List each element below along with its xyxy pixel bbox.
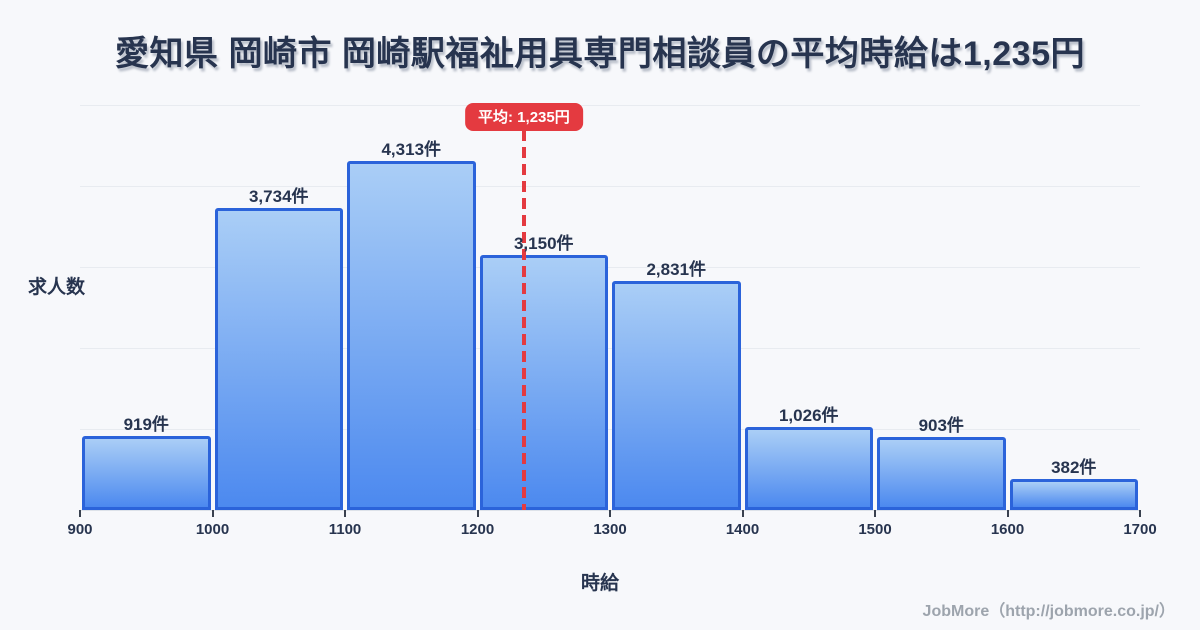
gridline: [80, 105, 1140, 106]
gridline: [80, 267, 1140, 268]
bar-value-label: 1,026件: [778, 405, 839, 425]
histogram-bar: [82, 435, 211, 510]
gridline: [80, 186, 1140, 187]
histogram-bar: [744, 426, 873, 510]
gridline: [80, 348, 1140, 349]
x-axis-tick-label: 900: [67, 521, 93, 538]
x-axis-tick: [79, 510, 81, 517]
histogram-bar: [612, 280, 741, 510]
y-axis-title: 求人数: [28, 277, 86, 298]
bar-value-label: 4,313件: [381, 139, 442, 159]
chart-title: 愛知県 岡崎市 岡崎駅福祉用具専門相談員の平均時給は1,235円: [115, 35, 1085, 73]
x-axis-tick-label: 1400: [725, 521, 760, 538]
x-axis-title: 時給: [580, 573, 619, 594]
x-axis-tick: [741, 510, 744, 517]
x-axis-tick-label: 1600: [990, 521, 1025, 538]
x-axis-tick-label: 1200: [460, 521, 495, 538]
histogram-bar: [479, 254, 608, 510]
bar-value-label: 3,150件: [513, 233, 574, 253]
bar-value-label: 2,831件: [646, 259, 707, 279]
x-axis-tick-label: 1100: [328, 521, 362, 538]
x-axis-tick: [1006, 510, 1009, 517]
footer-credit: JobMore（http://jobmore.co.jp/）: [922, 603, 1175, 620]
histogram-bar: [347, 160, 476, 510]
x-axis-tick: [874, 510, 876, 517]
x-axis-tick: [1139, 510, 1141, 517]
x-axis-tick-label: 1700: [1123, 521, 1157, 538]
histogram-bar: [877, 436, 1006, 510]
x-axis-tick-label: 1300: [593, 521, 627, 538]
x-axis-tick: [211, 510, 214, 517]
gridline: [80, 429, 1140, 430]
average-line: [521, 130, 526, 510]
histogram-bar: [1009, 479, 1138, 510]
x-axis-tick: [344, 510, 346, 517]
bar-value-label: 382件: [1051, 458, 1097, 478]
bar-value-label: 3,734件: [248, 186, 309, 206]
average-badge: 平均: 1,235円: [465, 103, 583, 131]
histogram-bar: [214, 207, 343, 510]
plot-area: 平均: 1,235円 919件 3,734件 4,313件 3,150件 2,831件 1…: [67, 103, 1157, 538]
bar-value-label: 903件: [918, 415, 964, 435]
bar-value-label: 919件: [123, 414, 169, 434]
x-axis-tick-label: 1500: [858, 521, 892, 538]
x-axis-tick: [476, 510, 479, 517]
x-axis-tick: [609, 510, 611, 517]
x-axis-tick-label: 1000: [195, 521, 230, 538]
